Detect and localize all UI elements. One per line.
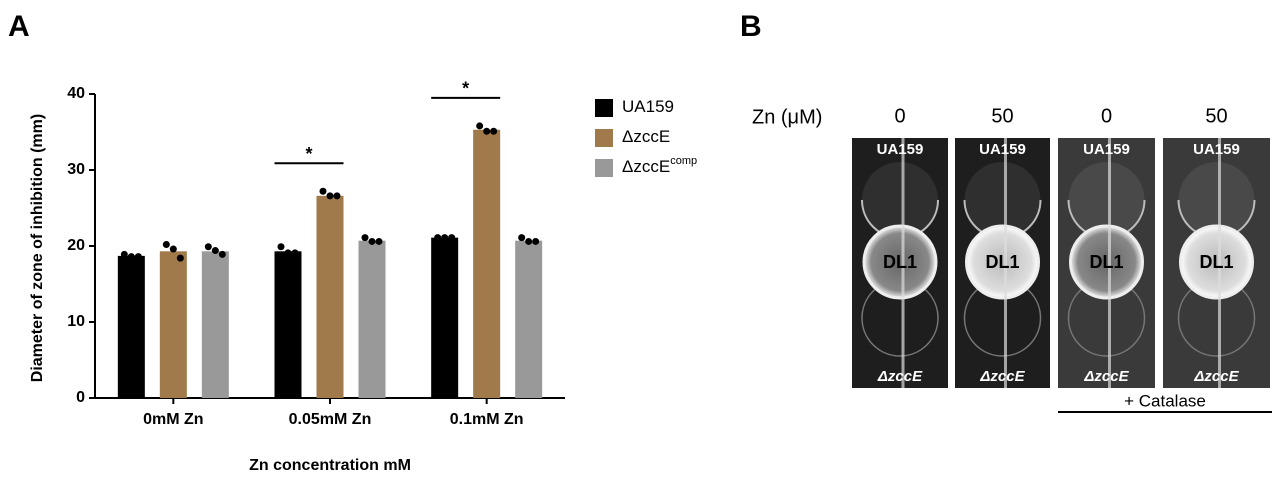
data-point xyxy=(120,250,128,258)
y-axis-label: Diameter of zone of inhibition (mm) xyxy=(29,114,46,382)
strain-top: UA159 xyxy=(1193,141,1240,158)
bar xyxy=(159,251,187,398)
colony-center xyxy=(1179,224,1254,300)
data-point xyxy=(476,122,484,130)
column-header: 0 xyxy=(1101,105,1112,127)
data-point xyxy=(483,127,491,135)
treatment-label: + Catalase xyxy=(1124,391,1206,410)
data-point xyxy=(333,192,341,200)
legend-superscript: comp xyxy=(670,155,697,167)
colony-center xyxy=(1069,224,1144,300)
y-tick-label: 40 xyxy=(67,85,85,102)
y-tick-label: 30 xyxy=(67,161,85,178)
data-point xyxy=(361,234,369,242)
colony-top-fill xyxy=(862,162,938,238)
panel-label: B xyxy=(740,10,762,43)
legend-swatch xyxy=(595,99,613,117)
strain-top: UA159 xyxy=(1083,141,1130,158)
data-point xyxy=(532,237,540,245)
legend-label: UA159 xyxy=(622,97,674,116)
data-point xyxy=(218,250,226,258)
strain-center: DL1 xyxy=(1199,252,1233,272)
bar xyxy=(274,251,302,398)
data-point xyxy=(434,234,442,242)
data-point xyxy=(176,254,184,262)
column-header: 50 xyxy=(1205,105,1227,127)
bar xyxy=(473,129,501,398)
x-tick-label: 0.05mM Zn xyxy=(289,411,372,428)
bar xyxy=(358,240,386,398)
data-point xyxy=(441,234,449,242)
colony-top-fill xyxy=(1178,162,1255,238)
data-point xyxy=(169,245,177,253)
data-point xyxy=(277,243,285,251)
data-point xyxy=(326,192,334,200)
data-point xyxy=(375,237,383,245)
data-point xyxy=(448,234,456,242)
y-tick-label: 0 xyxy=(76,389,85,406)
data-point xyxy=(490,127,498,135)
strain-bottom: ΔzccE xyxy=(979,368,1025,385)
strain-bottom: ΔzccE xyxy=(877,368,923,385)
bar xyxy=(201,251,229,398)
strain-center: DL1 xyxy=(1089,252,1123,272)
legend-swatch xyxy=(595,159,613,177)
strain-bottom: ΔzccE xyxy=(1193,368,1239,385)
legend-swatch xyxy=(595,129,613,147)
data-point xyxy=(368,237,376,245)
x-tick-label: 0.1mM Zn xyxy=(450,411,524,428)
strain-center: DL1 xyxy=(883,252,917,272)
significance-label: * xyxy=(305,144,312,164)
bar xyxy=(515,240,543,398)
legend-name: UA159 xyxy=(622,97,674,116)
data-point xyxy=(291,249,299,257)
column-header: 0 xyxy=(894,105,905,127)
data-point xyxy=(204,243,212,251)
legend-label: ΔzccEcomp xyxy=(622,155,697,177)
column-header: 50 xyxy=(991,105,1013,127)
data-point xyxy=(134,253,142,261)
data-point xyxy=(211,247,219,255)
legend-label: ΔzccE xyxy=(622,127,670,146)
colony-center xyxy=(965,224,1040,300)
colony-top-fill xyxy=(964,162,1041,238)
data-point xyxy=(127,253,135,261)
bar xyxy=(316,195,344,398)
x-axis-label: Zn concentration mM xyxy=(249,457,411,474)
panel-label: A xyxy=(8,10,30,43)
x-tick-label: 0mM Zn xyxy=(143,411,203,428)
data-point xyxy=(319,187,327,195)
strain-center: DL1 xyxy=(985,252,1019,272)
data-point xyxy=(518,234,526,242)
data-point xyxy=(284,249,292,257)
strain-top: UA159 xyxy=(877,141,924,158)
legend-name: ΔzccE xyxy=(622,127,670,146)
strain-top: UA159 xyxy=(979,141,1026,158)
legend-name: ΔzccE xyxy=(622,157,670,176)
y-tick-label: 20 xyxy=(67,237,85,254)
bar xyxy=(117,255,145,398)
bar xyxy=(431,237,459,398)
colony-top-fill xyxy=(1068,162,1145,238)
y-tick-label: 10 xyxy=(67,313,85,330)
data-point xyxy=(162,240,170,248)
colony-center xyxy=(862,224,938,300)
significance-label: * xyxy=(462,79,469,99)
data-point xyxy=(525,237,533,245)
row-label: Zn (μM) xyxy=(752,106,822,128)
strain-bottom: ΔzccE xyxy=(1083,368,1129,385)
